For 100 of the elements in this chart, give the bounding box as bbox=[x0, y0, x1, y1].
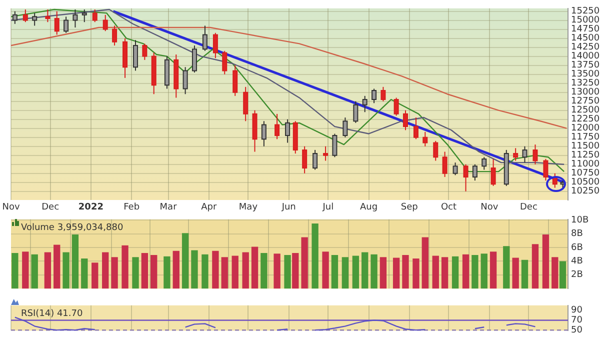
x-tick-label: Apr bbox=[201, 202, 217, 213]
x-tick-label: Oct bbox=[440, 202, 457, 213]
x-tick-label: Sep bbox=[400, 202, 418, 213]
y-tick-label: 13000 bbox=[571, 88, 600, 98]
bar bbox=[452, 256, 459, 289]
x-tick-label: Feb bbox=[124, 202, 140, 213]
bar bbox=[432, 256, 439, 289]
bar bbox=[352, 256, 360, 289]
bar bbox=[441, 257, 448, 289]
y-tick-label: 2B bbox=[571, 270, 583, 280]
y-tick-label: 10B bbox=[571, 215, 589, 226]
bar bbox=[380, 257, 387, 289]
bar bbox=[331, 255, 338, 289]
y-tick-label: 12500 bbox=[571, 106, 600, 116]
bar bbox=[54, 244, 60, 289]
bar bbox=[312, 224, 318, 289]
bar bbox=[559, 261, 566, 289]
bar bbox=[164, 256, 170, 289]
bar bbox=[472, 255, 478, 289]
y-tick-label: 10250 bbox=[571, 186, 600, 197]
x-tick-label: Nov bbox=[2, 202, 20, 213]
y-tick-label: 11500 bbox=[571, 142, 600, 152]
bar bbox=[422, 237, 428, 289]
y-tick-label: 15000 bbox=[571, 16, 600, 26]
y-tick-label: 10750 bbox=[571, 168, 600, 179]
chart-title: RSI(14) 41.70 bbox=[21, 309, 83, 320]
bar bbox=[542, 234, 550, 289]
y-tick-label: 90 bbox=[571, 306, 583, 316]
bar bbox=[122, 245, 128, 289]
bar bbox=[322, 252, 329, 289]
bar bbox=[31, 254, 38, 289]
y-tick-label: 15250 bbox=[571, 6, 600, 17]
x-tick-label: Nov bbox=[480, 202, 499, 213]
y-tick-label: 12000 bbox=[571, 124, 600, 134]
bar bbox=[72, 234, 79, 289]
y-tick-label: 11750 bbox=[571, 132, 600, 143]
y-tick-label: 6B bbox=[571, 242, 583, 253]
bar bbox=[503, 246, 510, 289]
y-tick-label: 12750 bbox=[571, 96, 600, 107]
bar bbox=[191, 250, 198, 289]
x-tick-label: Mar bbox=[160, 202, 178, 213]
y-tick-label: 14500 bbox=[571, 34, 600, 44]
x-tick-label: Jul bbox=[322, 202, 334, 213]
y-tick-label: 50 bbox=[571, 325, 583, 336]
bar bbox=[292, 252, 299, 289]
bar bbox=[132, 257, 139, 289]
bar bbox=[512, 258, 519, 289]
x-tick-label: Jun bbox=[280, 202, 296, 213]
bar bbox=[62, 252, 70, 289]
bar bbox=[412, 258, 420, 289]
bar bbox=[44, 252, 52, 289]
bar bbox=[402, 255, 409, 289]
y-tick-label: 14750 bbox=[571, 24, 600, 35]
y-tick-label: 10500 bbox=[571, 178, 600, 188]
y-tick-label: 14000 bbox=[571, 52, 600, 62]
bar bbox=[552, 257, 558, 289]
bar bbox=[260, 252, 268, 289]
bar bbox=[232, 256, 238, 289]
y-tick-label: 11000 bbox=[571, 160, 600, 170]
bar bbox=[22, 252, 29, 289]
x-tick-label: Aug bbox=[360, 202, 378, 213]
bar bbox=[202, 254, 208, 289]
y-tick-label: 70 bbox=[571, 316, 583, 326]
bar bbox=[362, 252, 368, 289]
y-tick-label: 4B bbox=[571, 256, 583, 267]
bar bbox=[102, 252, 109, 289]
bar bbox=[521, 260, 528, 289]
y-tick-label: 11250 bbox=[571, 150, 600, 161]
bar bbox=[172, 250, 180, 289]
bar bbox=[212, 250, 219, 289]
bar bbox=[251, 246, 258, 289]
bar bbox=[462, 254, 470, 289]
bar bbox=[392, 258, 400, 289]
bar bbox=[480, 254, 488, 289]
bar bbox=[342, 257, 349, 289]
bar bbox=[221, 257, 228, 289]
bar bbox=[81, 258, 88, 289]
x-tick-label: May bbox=[238, 202, 258, 213]
bar bbox=[242, 252, 249, 289]
bar bbox=[274, 254, 280, 289]
bar bbox=[141, 252, 148, 289]
x-tick-label: 2022 bbox=[78, 202, 104, 213]
bar bbox=[370, 254, 378, 289]
y-tick-label: 14250 bbox=[571, 42, 600, 53]
bar bbox=[150, 255, 158, 289]
x-tick-label: Dec bbox=[42, 202, 60, 213]
bar bbox=[490, 252, 497, 289]
bar bbox=[284, 255, 291, 289]
bar bbox=[111, 257, 118, 289]
bar bbox=[92, 262, 98, 289]
y-tick-label: 8B bbox=[571, 229, 583, 240]
y-tick-label: 13250 bbox=[571, 78, 600, 89]
chart-title: Volume 3,959,034,880 bbox=[21, 223, 124, 234]
bar bbox=[532, 244, 539, 289]
y-tick-label: 12250 bbox=[571, 114, 600, 125]
y-tick-label: 13750 bbox=[571, 60, 600, 71]
bar bbox=[301, 237, 308, 289]
x-tick-label: Dec bbox=[520, 202, 538, 213]
bar bbox=[182, 233, 189, 289]
bar bbox=[12, 252, 18, 289]
